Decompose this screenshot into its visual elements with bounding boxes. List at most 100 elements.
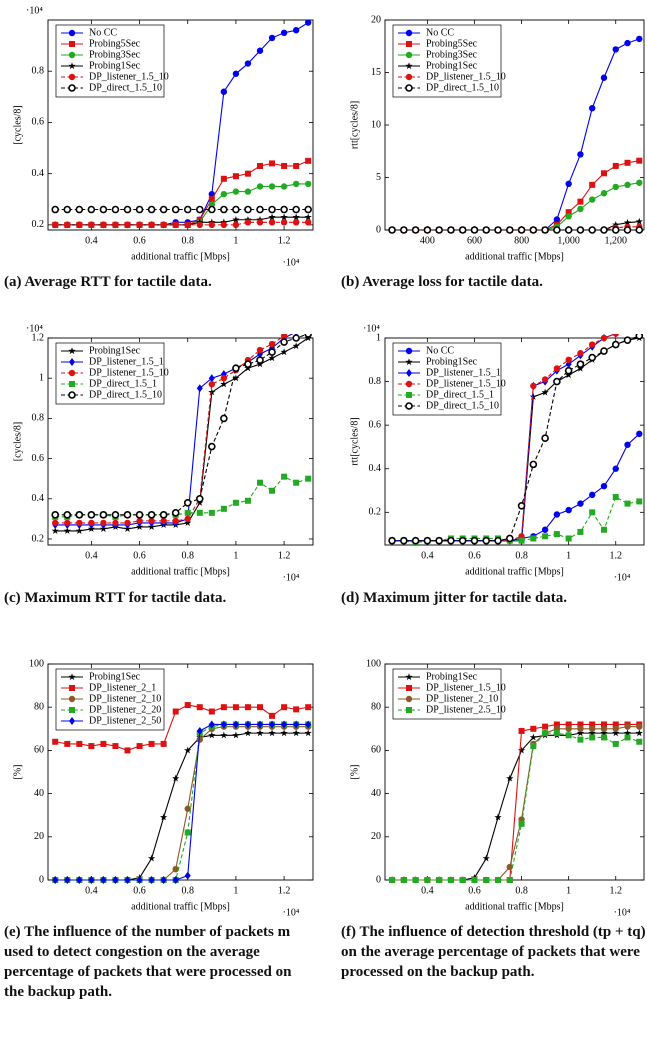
marker	[542, 723, 549, 730]
marker	[208, 205, 216, 214]
y-tick-label: 60	[371, 745, 381, 756]
y-tick-label: 100	[29, 658, 44, 669]
marker	[124, 876, 131, 884]
plot-area	[51, 702, 312, 884]
marker	[600, 729, 608, 737]
legend-label: Probing1Sec	[426, 60, 478, 71]
marker	[87, 511, 96, 519]
marker	[636, 430, 643, 438]
marker	[483, 877, 490, 883]
marker	[612, 183, 619, 191]
marker	[196, 704, 203, 711]
marker	[576, 364, 585, 372]
plot-frame	[47, 663, 314, 881]
caption: (c) Maximum RTT for tactile data.	[4, 590, 227, 606]
x-tick-label: 1.2	[278, 885, 291, 896]
marker	[51, 511, 60, 519]
x-multiplier: ·10⁴	[283, 907, 300, 918]
marker	[553, 365, 561, 372]
marker	[256, 47, 264, 54]
marker	[600, 347, 608, 355]
marker	[600, 725, 608, 732]
marker	[256, 183, 264, 190]
marker	[184, 746, 192, 754]
marker	[600, 334, 608, 342]
series-line	[55, 334, 290, 524]
marker	[588, 729, 596, 737]
marker	[447, 226, 455, 234]
marker	[565, 356, 572, 363]
marker	[172, 708, 179, 715]
marker	[68, 695, 76, 703]
marker	[123, 511, 132, 519]
marker	[87, 205, 96, 214]
marker	[470, 536, 479, 545]
marker	[68, 391, 76, 399]
marker	[624, 500, 631, 507]
marker	[611, 226, 620, 234]
marker	[136, 876, 143, 884]
marker	[112, 519, 119, 527]
y-tick-label: 0.4	[32, 493, 45, 504]
legend: No CCProbing5SecProbing3SecProbing1SecDP…	[55, 24, 169, 98]
marker	[257, 704, 263, 711]
caption: (d) Maximum jitter for tactile data.	[341, 590, 568, 606]
x-axis-label: additional traffic [Mbps]	[465, 251, 564, 262]
marker	[135, 511, 144, 519]
y-axis-label: [cycles/8]	[12, 422, 23, 461]
marker	[160, 221, 167, 229]
marker	[148, 517, 155, 525]
x-tick-label: 0.6	[133, 550, 146, 561]
series-line	[392, 335, 640, 542]
y-tick-label: 80	[34, 701, 44, 712]
marker	[208, 388, 216, 396]
marker	[305, 157, 312, 164]
marker	[160, 740, 167, 747]
marker	[232, 704, 239, 711]
marker	[482, 536, 491, 545]
marker	[589, 341, 596, 348]
marker	[147, 854, 156, 862]
chart: 0.4 0.6 0.8 1 1.2 0 20 40 60 80 100 additional traf…	[12, 658, 314, 918]
marker	[268, 205, 276, 214]
marker	[208, 509, 215, 516]
x-axis-label: additional traffic [Mbps]	[131, 251, 230, 262]
series-line	[55, 475, 309, 518]
legend-label: No CC	[426, 27, 454, 38]
marker	[196, 509, 203, 516]
marker	[147, 511, 156, 519]
marker	[292, 219, 300, 226]
marker	[257, 720, 263, 729]
marker	[280, 219, 288, 226]
marker	[565, 535, 572, 542]
y-tick-label: 1.2	[32, 332, 45, 343]
marker	[136, 517, 143, 525]
x-multiplier: ·10⁴	[614, 572, 631, 583]
marker	[541, 526, 549, 533]
marker	[69, 358, 75, 366]
x-tick-label: 0.6	[468, 550, 481, 561]
marker	[541, 226, 549, 234]
y-tick-label: 0.6	[32, 117, 45, 128]
marker	[232, 731, 240, 739]
marker	[208, 221, 216, 229]
marker	[52, 519, 59, 527]
marker	[405, 402, 413, 410]
marker	[577, 205, 584, 213]
marker	[458, 536, 467, 545]
marker	[435, 226, 443, 234]
marker	[232, 173, 239, 180]
marker	[600, 526, 607, 533]
marker	[304, 334, 312, 338]
marker	[292, 342, 300, 350]
marker	[541, 388, 549, 396]
marker	[612, 729, 620, 737]
legend-label: No CC	[89, 27, 117, 38]
plot-frame	[384, 663, 645, 881]
marker	[257, 479, 263, 486]
y-axis-label: rtt[cycles/8]	[349, 417, 360, 465]
legend-label: Probing1Sec	[426, 671, 478, 682]
marker	[529, 393, 537, 400]
marker	[589, 721, 596, 728]
